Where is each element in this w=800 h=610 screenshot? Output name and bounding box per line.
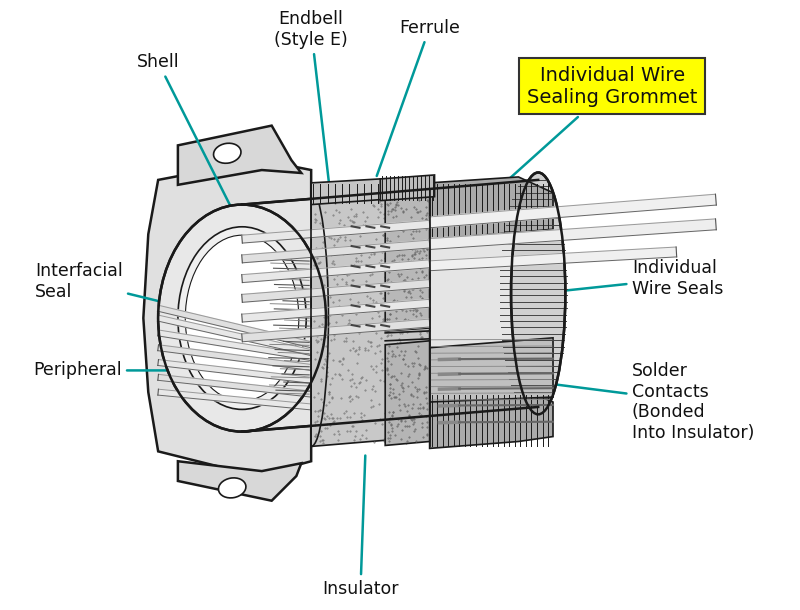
Polygon shape <box>158 330 312 361</box>
Ellipse shape <box>218 478 246 498</box>
Polygon shape <box>178 126 302 185</box>
Text: Insulator: Insulator <box>322 456 398 598</box>
Polygon shape <box>311 179 380 204</box>
Text: Interfacial
Seal: Interfacial Seal <box>34 262 184 307</box>
Polygon shape <box>430 247 677 271</box>
Polygon shape <box>143 160 311 476</box>
Polygon shape <box>385 191 430 331</box>
Polygon shape <box>429 194 716 228</box>
Polygon shape <box>430 177 553 239</box>
Polygon shape <box>158 375 311 397</box>
Polygon shape <box>385 341 430 445</box>
Polygon shape <box>158 359 311 383</box>
Text: Endbell
(Style E): Endbell (Style E) <box>274 10 348 195</box>
Polygon shape <box>242 240 430 263</box>
Polygon shape <box>158 345 311 370</box>
Polygon shape <box>311 190 430 447</box>
Polygon shape <box>430 387 553 448</box>
Polygon shape <box>242 180 538 432</box>
Ellipse shape <box>186 235 299 401</box>
Polygon shape <box>430 219 716 249</box>
Text: Peripheral: Peripheral <box>33 361 178 379</box>
Polygon shape <box>242 279 430 303</box>
Polygon shape <box>158 306 312 348</box>
Polygon shape <box>242 220 430 243</box>
Ellipse shape <box>511 173 566 414</box>
Polygon shape <box>158 389 311 410</box>
Text: Ferrule: Ferrule <box>377 19 460 176</box>
Polygon shape <box>178 461 302 501</box>
Text: Individual Wire
Sealing Grommet: Individual Wire Sealing Grommet <box>467 66 698 217</box>
Polygon shape <box>242 300 430 322</box>
Text: Solder
Contacts
(Bonded
Into Insulator): Solder Contacts (Bonded Into Insulator) <box>542 362 754 442</box>
Ellipse shape <box>158 204 326 432</box>
Polygon shape <box>380 175 434 201</box>
Ellipse shape <box>178 227 306 409</box>
Polygon shape <box>242 319 430 342</box>
Text: Individual
Wire Seals: Individual Wire Seals <box>542 259 723 298</box>
Ellipse shape <box>214 143 241 163</box>
Text: Shell: Shell <box>137 53 230 206</box>
Polygon shape <box>430 338 553 402</box>
Polygon shape <box>242 260 430 282</box>
Polygon shape <box>158 315 312 356</box>
